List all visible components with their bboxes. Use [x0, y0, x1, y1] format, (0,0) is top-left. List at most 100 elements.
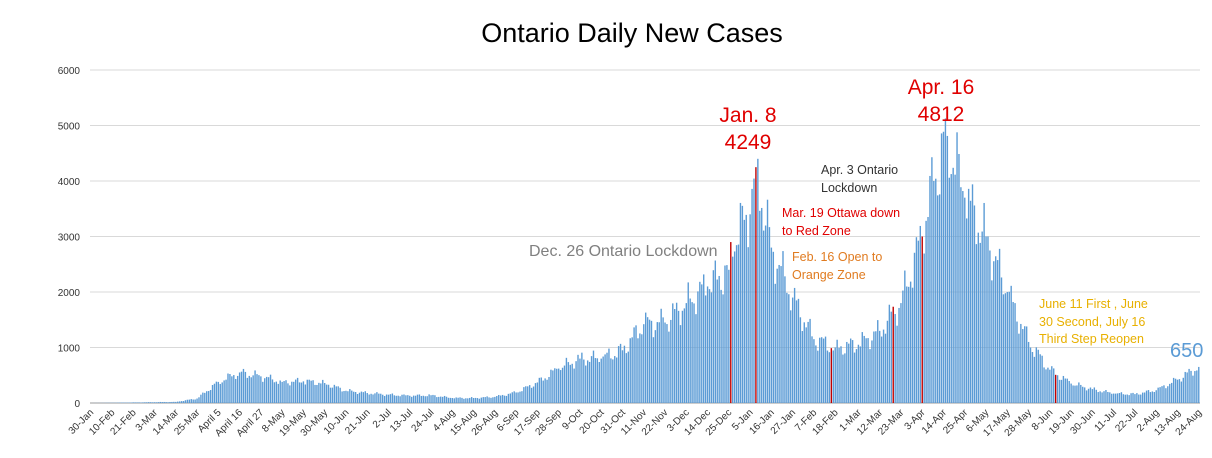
- bar: [244, 371, 247, 403]
- bar: [202, 392, 204, 403]
- bar: [275, 381, 278, 403]
- bar: [478, 398, 481, 403]
- x-tick-label: 25-Apr: [941, 407, 970, 436]
- bar: [1025, 326, 1028, 403]
- bar: [436, 397, 438, 403]
- bar: [476, 398, 479, 403]
- annotation-dec26-lockdown: Dec. 26 Ontario Lockdown: [529, 243, 718, 260]
- bar: [370, 393, 372, 403]
- bar: [534, 383, 537, 403]
- bar: [971, 184, 974, 403]
- bar: [627, 351, 629, 403]
- bar: [1192, 375, 1194, 403]
- bar: [285, 380, 287, 403]
- bar: [399, 396, 401, 403]
- bar: [219, 383, 221, 403]
- bar: [465, 398, 467, 403]
- bar: [995, 256, 997, 403]
- bar: [142, 402, 144, 403]
- bar: [1190, 370, 1192, 403]
- bar: [966, 218, 968, 403]
- bar: [884, 333, 887, 403]
- y-tick-label: 2000: [58, 288, 81, 299]
- bar: [559, 370, 562, 403]
- bar: [975, 244, 978, 403]
- bar: [991, 280, 993, 403]
- bar: [770, 247, 773, 403]
- bar: [323, 383, 326, 403]
- bar: [517, 392, 519, 403]
- bar: [600, 358, 602, 403]
- bar: [515, 392, 517, 403]
- bar: [327, 384, 330, 403]
- bar: [337, 386, 339, 403]
- bar: [343, 391, 345, 403]
- bar: [645, 312, 647, 403]
- bar: [1031, 352, 1034, 403]
- bar: [563, 365, 566, 403]
- bar: [432, 394, 434, 403]
- bar: [1138, 394, 1140, 403]
- bar: [907, 286, 910, 403]
- bar: [445, 396, 448, 403]
- bar: [296, 377, 299, 403]
- bar: [441, 396, 444, 403]
- bar: [981, 231, 983, 403]
- bar: [236, 375, 239, 403]
- bar: [339, 387, 341, 403]
- bar: [507, 393, 510, 403]
- bar: [472, 398, 475, 403]
- bar: [745, 214, 747, 403]
- bar: [407, 395, 409, 403]
- bar: [556, 368, 558, 403]
- bar: [198, 397, 200, 403]
- bar: [420, 395, 423, 403]
- bar: [1058, 379, 1061, 403]
- bar: [211, 385, 214, 403]
- bar: [567, 362, 570, 403]
- bar: [604, 354, 606, 403]
- bar: [501, 394, 504, 403]
- bar: [459, 397, 461, 403]
- bar: [428, 394, 430, 403]
- bar: [1074, 385, 1076, 403]
- bar: [826, 350, 829, 403]
- bar: [944, 118, 947, 404]
- bar: [403, 394, 405, 403]
- y-tick-label: 0: [74, 399, 80, 410]
- bar: [652, 337, 655, 403]
- bar: [803, 322, 805, 403]
- bar: [1035, 347, 1038, 403]
- bar: [1116, 393, 1119, 403]
- bar: [1124, 394, 1126, 403]
- bar: [935, 178, 937, 403]
- bar: [1157, 387, 1159, 403]
- bar: [1114, 393, 1117, 403]
- bar: [1167, 386, 1169, 403]
- bar: [809, 318, 811, 403]
- bar: [650, 320, 653, 403]
- bar: [345, 390, 347, 403]
- bar: [1029, 347, 1032, 403]
- bar: [1054, 374, 1057, 403]
- bar: [258, 375, 260, 403]
- bar: [167, 402, 169, 403]
- bar: [1022, 329, 1024, 403]
- bar: [240, 371, 243, 403]
- bar: [933, 181, 935, 403]
- bar: [242, 368, 245, 403]
- bar: [389, 394, 392, 403]
- bar: [376, 392, 378, 403]
- bar: [703, 274, 705, 403]
- bar: [801, 331, 804, 403]
- bar: [900, 303, 902, 403]
- bar: [215, 381, 218, 403]
- bar: [646, 317, 649, 403]
- bar: [743, 219, 746, 403]
- bar: [149, 402, 152, 403]
- bar: [293, 381, 295, 403]
- bar: [372, 394, 374, 403]
- bar: [969, 200, 972, 403]
- bar: [264, 378, 266, 403]
- bar: [790, 310, 792, 403]
